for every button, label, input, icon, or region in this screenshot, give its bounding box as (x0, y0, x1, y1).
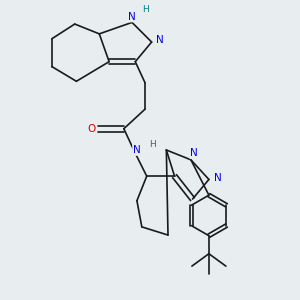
Text: H: H (142, 5, 149, 14)
Text: H: H (149, 140, 156, 148)
Text: N: N (214, 173, 222, 183)
Text: N: N (133, 145, 141, 155)
Text: O: O (88, 124, 96, 134)
Text: N: N (156, 35, 164, 45)
Text: N: N (128, 11, 136, 22)
Text: N: N (190, 148, 198, 158)
